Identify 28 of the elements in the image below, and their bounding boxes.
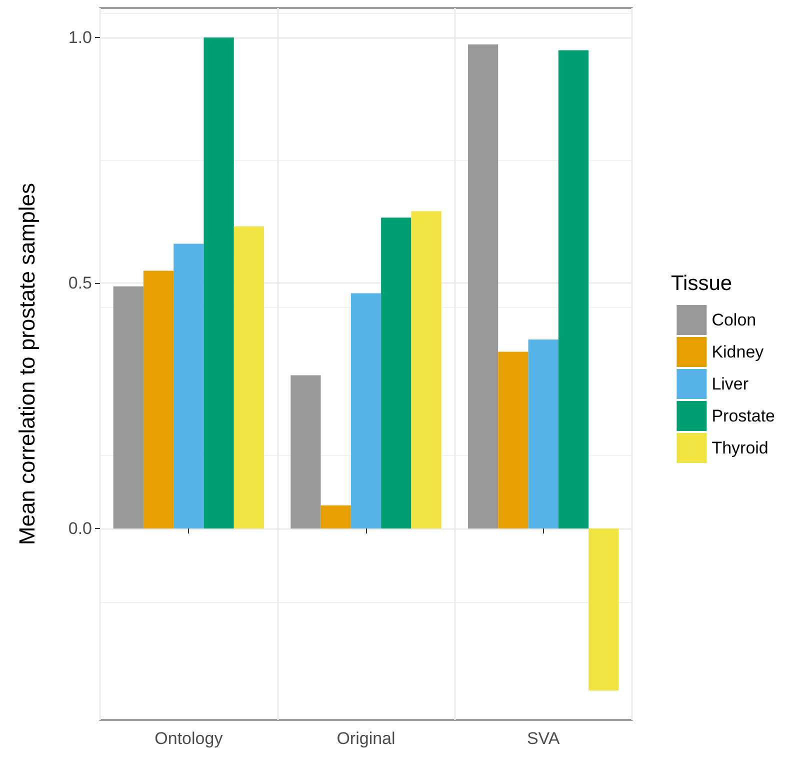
bar bbox=[174, 244, 204, 528]
bar bbox=[320, 505, 351, 528]
bar bbox=[204, 37, 234, 528]
bar bbox=[498, 352, 528, 528]
bar bbox=[113, 286, 144, 528]
legend-label: Thyroid bbox=[712, 438, 768, 458]
y-axis-title: Mean correlation to prostate samples bbox=[14, 183, 40, 545]
bar bbox=[350, 293, 382, 528]
x-tick-label: Original bbox=[336, 729, 396, 748]
y-tick-label: 0.5 bbox=[68, 273, 92, 292]
legend-label: Kidney bbox=[712, 342, 764, 362]
legend-title: Tissue bbox=[671, 272, 732, 295]
x-tick-label: Ontology bbox=[154, 729, 224, 748]
bar bbox=[411, 211, 442, 528]
bar bbox=[468, 44, 498, 528]
legend-label: Liver bbox=[712, 374, 749, 394]
x-tick-label: SVA bbox=[526, 729, 560, 748]
legend-label: Colon bbox=[712, 310, 756, 330]
y-tick-label: 1.0 bbox=[68, 28, 92, 47]
bar bbox=[588, 528, 619, 691]
bar bbox=[143, 270, 174, 528]
y-tick-label: 0.0 bbox=[68, 518, 92, 538]
bar bbox=[381, 218, 412, 528]
legend-label: Prostate bbox=[712, 406, 775, 426]
bar bbox=[558, 50, 589, 528]
bar bbox=[528, 339, 558, 528]
bar bbox=[290, 375, 321, 528]
bar bbox=[234, 226, 264, 528]
